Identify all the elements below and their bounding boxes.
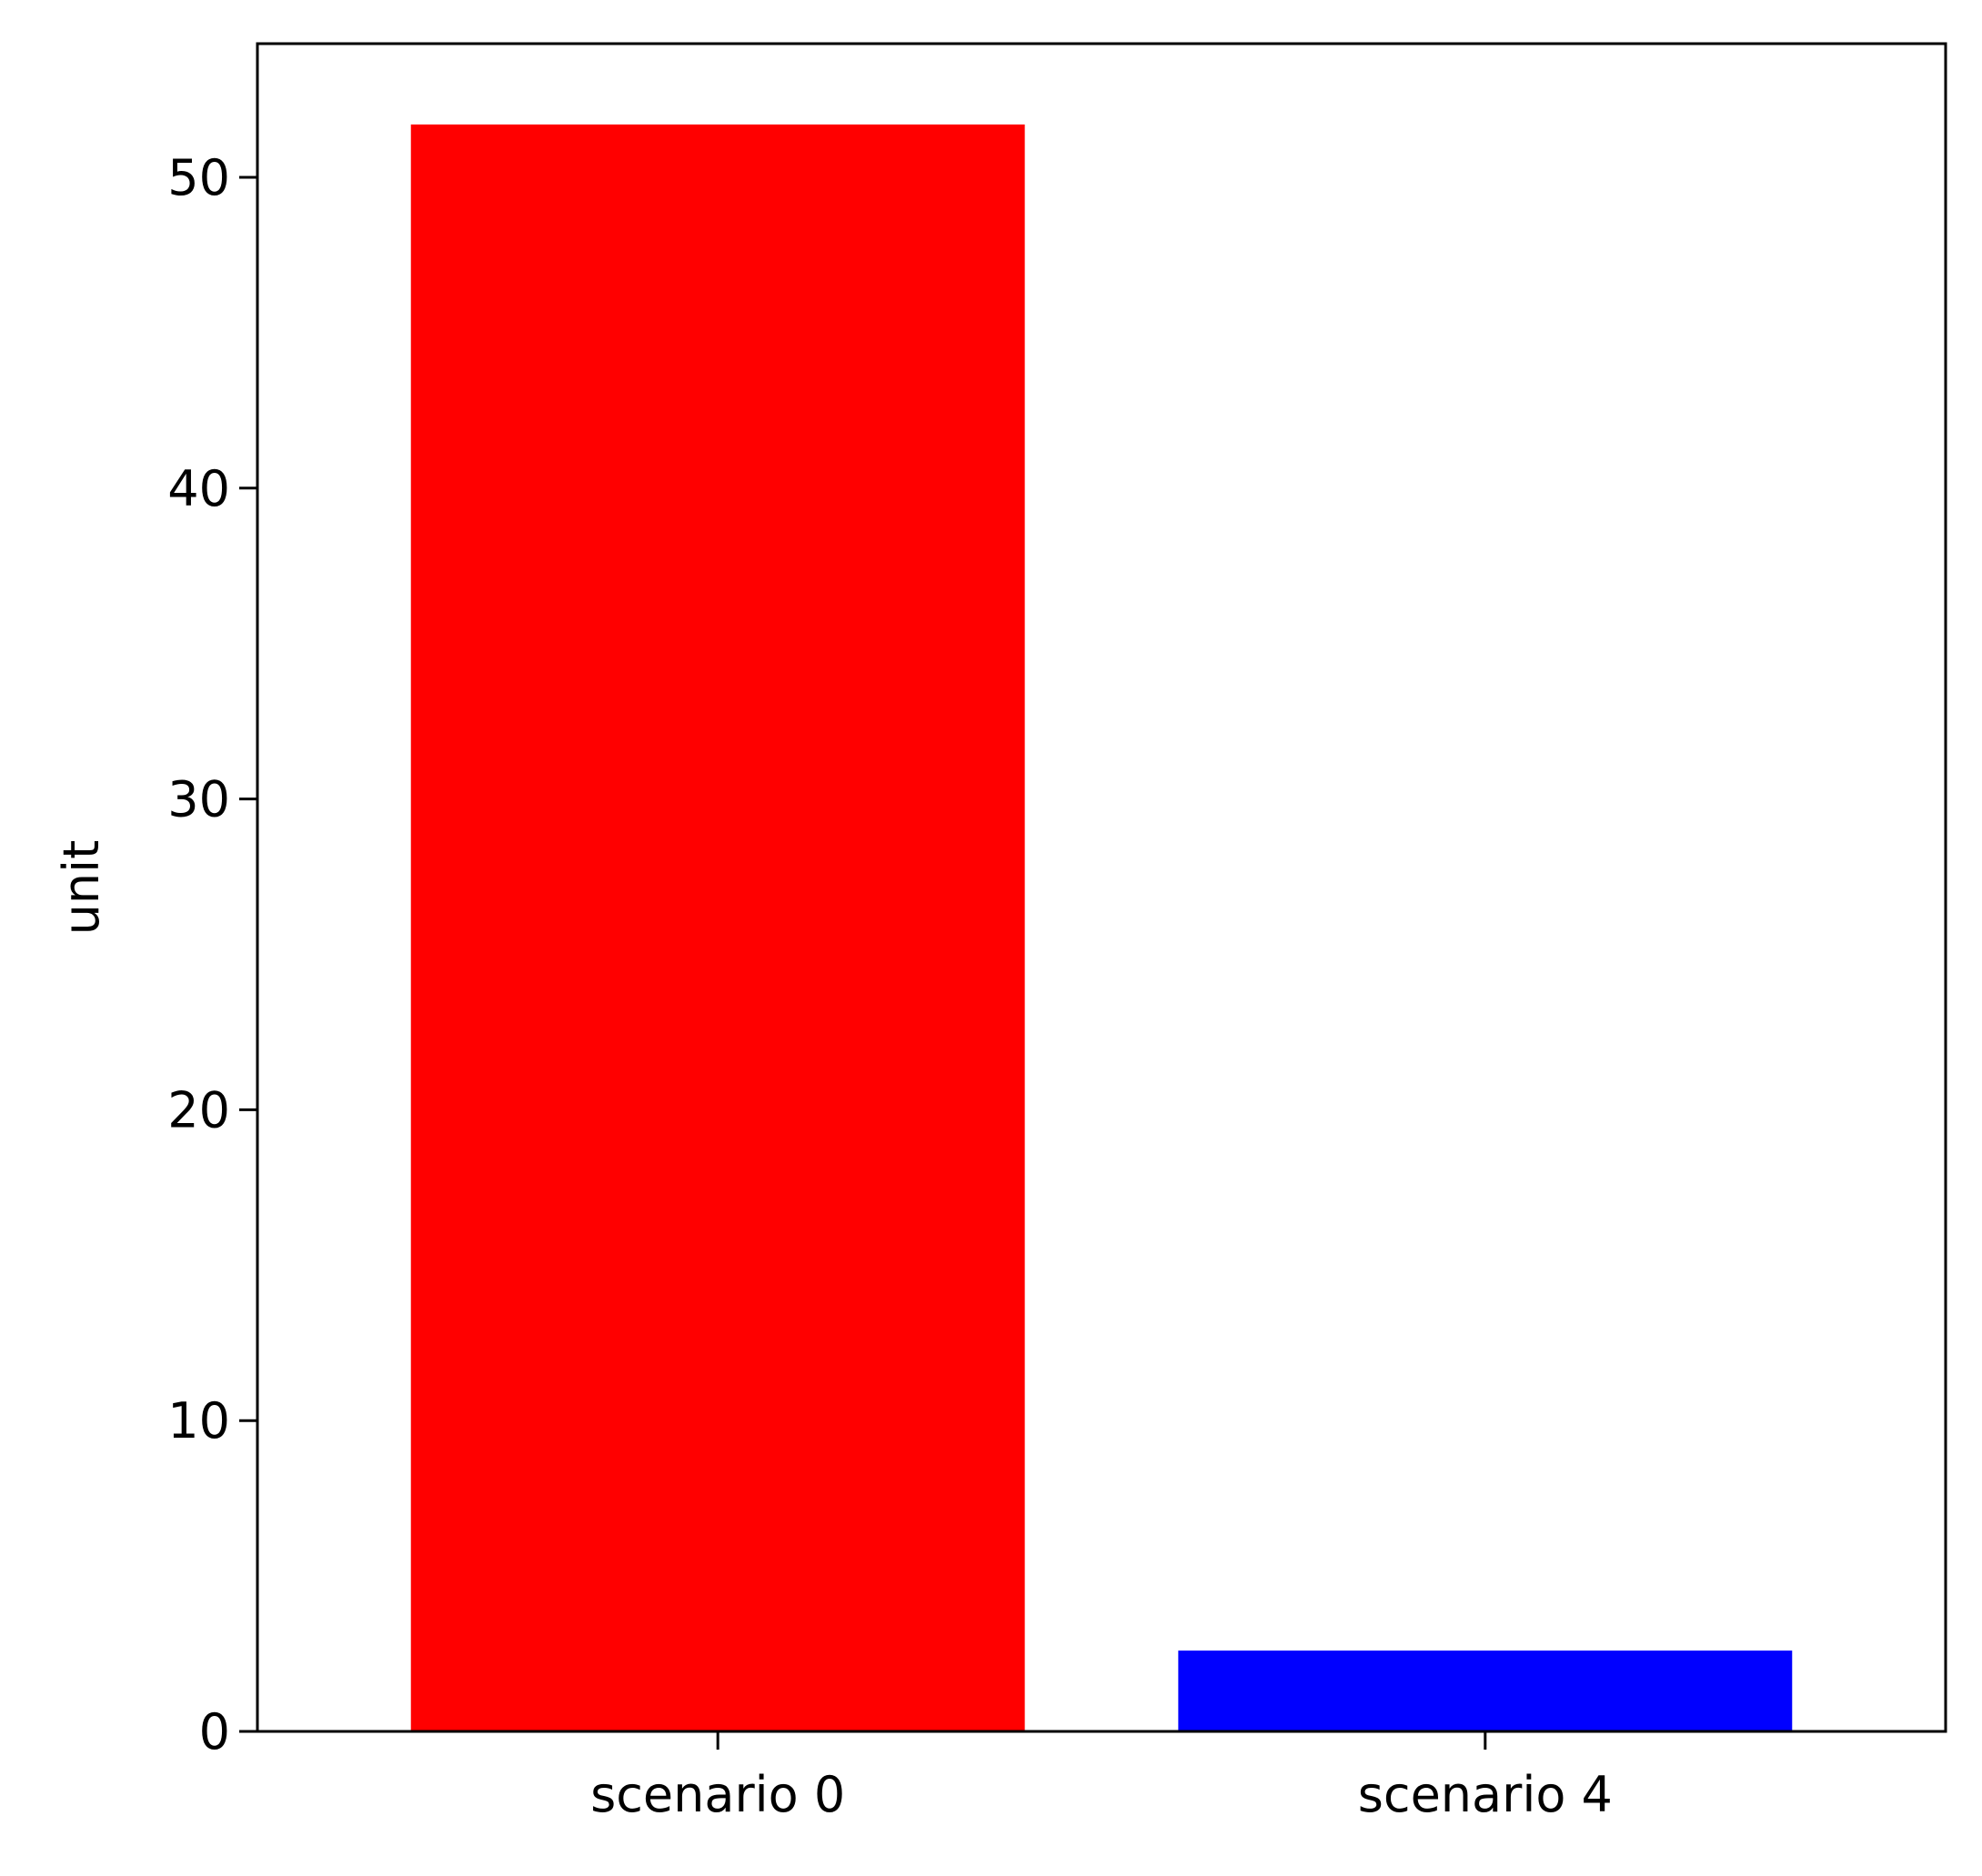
bars-group [410, 124, 1793, 1731]
y-tick-label: 10 [167, 1392, 230, 1450]
x-tick-label: scenario 4 [1358, 1766, 1613, 1823]
x-axis-ticks: scenario 0 scenario 4 [590, 1731, 1613, 1823]
bar-scenario-4 [1178, 1650, 1793, 1731]
y-axis-ticks: 0 10 20 30 40 50 [167, 149, 257, 1761]
x-tick-label: scenario 0 [590, 1766, 845, 1823]
plot-frame [256, 42, 1947, 1733]
y-tick-label: 0 [199, 1703, 230, 1761]
y-axis-label: unit [53, 840, 110, 936]
y-tick-label: 50 [167, 149, 230, 206]
bar-scenario-0 [410, 124, 1025, 1731]
y-tick-label: 30 [167, 771, 230, 828]
y-tick-label: 40 [167, 460, 230, 517]
y-tick-label: 20 [167, 1081, 230, 1139]
